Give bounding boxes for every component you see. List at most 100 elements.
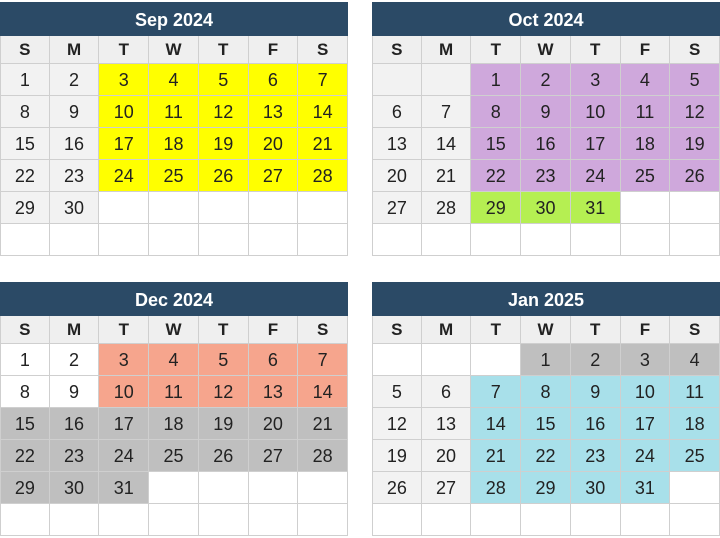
weekday-label: M — [421, 316, 472, 344]
day-cell: 7 — [298, 344, 348, 376]
day-cell: 29 — [0, 472, 50, 504]
empty-day-cell — [620, 504, 671, 536]
empty-day-cell — [248, 224, 299, 256]
empty-day-cell — [49, 224, 100, 256]
day-cell: 28 — [298, 440, 348, 472]
weekday-label: T — [99, 316, 150, 344]
day-cell: 11 — [149, 96, 199, 128]
day-cell: 19 — [198, 128, 249, 160]
day-cell: 17 — [570, 128, 621, 160]
calendar-jan-2025: Jan 2025 S M T W T F S 1 2 3 4 5 6 7 8 9 10 11 12 13… — [372, 282, 720, 536]
weekday-label: W — [149, 316, 199, 344]
day-cell: 30 — [521, 192, 571, 224]
weekday-header-row: S M T W T F S — [372, 36, 720, 64]
empty-day-cell — [149, 504, 199, 536]
day-cell: 25 — [149, 160, 199, 192]
day-cell: 21 — [471, 440, 522, 472]
day-cell: 20 — [372, 160, 422, 192]
day-cell: 12 — [198, 376, 249, 408]
day-cell: 22 — [521, 440, 571, 472]
day-cell: 25 — [620, 160, 671, 192]
calendar-oct-2024: Oct 2024 S M T W T F S 1 2 3 4 5 6 7 8 9 10 11 12 13… — [372, 2, 720, 256]
empty-day-cell — [99, 192, 150, 224]
day-cell: 22 — [0, 440, 50, 472]
day-cell: 22 — [471, 160, 522, 192]
day-cell: 9 — [49, 376, 100, 408]
day-cell: 7 — [298, 64, 348, 96]
empty-day-cell — [99, 224, 150, 256]
day-cell: 11 — [620, 96, 671, 128]
day-cell: 3 — [99, 344, 150, 376]
day-cell: 15 — [471, 128, 522, 160]
day-cell: 2 — [49, 64, 100, 96]
day-cell: 26 — [670, 160, 720, 192]
day-cell: 21 — [298, 408, 348, 440]
day-cell: 15 — [0, 128, 50, 160]
day-cell: 16 — [570, 408, 621, 440]
weekday-label: S — [372, 36, 422, 64]
empty-day-cell — [0, 504, 50, 536]
day-cell: 23 — [49, 160, 100, 192]
empty-day-cell — [372, 64, 422, 96]
day-cell: 4 — [670, 344, 720, 376]
day-cell: 28 — [471, 472, 522, 504]
empty-day-cell — [670, 224, 720, 256]
day-cell: 21 — [298, 128, 348, 160]
empty-day-cell — [248, 504, 299, 536]
weekday-label: F — [248, 36, 299, 64]
day-cell: 18 — [149, 128, 199, 160]
empty-day-cell — [372, 504, 422, 536]
day-cell: 23 — [570, 440, 621, 472]
day-cell: 17 — [99, 408, 150, 440]
day-cell: 12 — [198, 96, 249, 128]
weekday-label: T — [471, 316, 522, 344]
day-grid: 1 2 3 4 5 6 7 8 9 10 11 12 13 14 15 16 17 18 19 20 21 22 23 24 2… — [372, 344, 720, 536]
day-cell: 21 — [421, 160, 472, 192]
weekday-label: T — [198, 36, 249, 64]
weekday-label: S — [670, 316, 720, 344]
weekday-label: S — [0, 36, 50, 64]
weekday-label: T — [570, 316, 621, 344]
weekday-label: M — [421, 36, 472, 64]
calendar-dec-2024: Dec 2024 S M T W T F S 1 2 3 4 5 6 7 8 9 10 11 12 13… — [0, 282, 348, 536]
day-cell: 1 — [521, 344, 571, 376]
calendar-title: Sep 2024 — [0, 2, 348, 36]
day-cell: 25 — [670, 440, 720, 472]
empty-day-cell — [372, 344, 422, 376]
day-cell: 3 — [570, 64, 621, 96]
day-cell: 16 — [49, 128, 100, 160]
day-cell: 27 — [248, 440, 299, 472]
empty-day-cell — [620, 224, 671, 256]
day-cell: 14 — [298, 96, 348, 128]
day-cell: 23 — [49, 440, 100, 472]
day-cell: 31 — [99, 472, 150, 504]
day-cell: 10 — [620, 376, 671, 408]
weekday-label: S — [298, 316, 348, 344]
day-cell: 9 — [49, 96, 100, 128]
day-grid: 1 2 3 4 5 6 7 8 9 10 11 12 13 14 15 16 17 18 19 20 21 22 23 24 2… — [0, 64, 348, 256]
empty-day-cell — [198, 504, 249, 536]
weekday-header-row: S M T W T F S — [372, 316, 720, 344]
weekday-header-row: S M T W T F S — [0, 316, 348, 344]
day-cell: 13 — [248, 96, 299, 128]
day-cell: 2 — [49, 344, 100, 376]
empty-day-cell — [570, 224, 621, 256]
day-cell: 8 — [521, 376, 571, 408]
calendar-title: Dec 2024 — [0, 282, 348, 316]
day-cell: 10 — [99, 376, 150, 408]
day-cell: 2 — [570, 344, 621, 376]
day-cell: 30 — [49, 472, 100, 504]
empty-day-cell — [471, 504, 522, 536]
empty-day-cell — [0, 224, 50, 256]
empty-day-cell — [248, 472, 299, 504]
weekday-label: M — [49, 36, 100, 64]
day-cell: 3 — [99, 64, 150, 96]
day-cell: 19 — [372, 440, 422, 472]
empty-day-cell — [49, 504, 100, 536]
day-cell: 7 — [471, 376, 522, 408]
day-cell: 12 — [372, 408, 422, 440]
day-cell: 5 — [198, 344, 249, 376]
empty-day-cell — [421, 224, 472, 256]
empty-day-cell — [471, 224, 522, 256]
empty-day-cell — [521, 504, 571, 536]
